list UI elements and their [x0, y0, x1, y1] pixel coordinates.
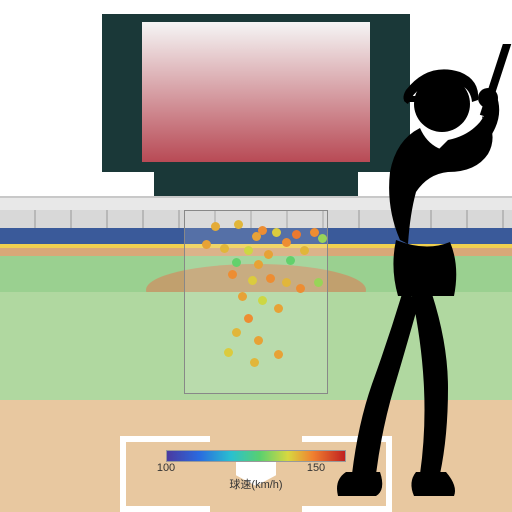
pitch-dot — [244, 246, 253, 255]
pitch-dot — [224, 348, 233, 357]
speed-legend: 100150 球速(km/h) — [166, 450, 346, 492]
pitch-dot — [234, 220, 243, 229]
pitch-dot — [258, 296, 267, 305]
pitch-dot — [296, 284, 305, 293]
chalk-box-left-h — [120, 436, 210, 442]
legend-label: 球速(km/h) — [166, 476, 346, 492]
pitch-dot — [310, 228, 319, 237]
pitch-dot — [220, 244, 229, 253]
pitch-dot — [282, 238, 291, 247]
pitch-dot — [272, 228, 281, 237]
pitch-dot — [266, 274, 275, 283]
batter-silhouette — [336, 44, 512, 504]
pitch-dot — [254, 336, 263, 345]
pitch-dot — [211, 222, 220, 231]
legend-colorbar — [166, 450, 346, 462]
pitch-dot — [300, 246, 309, 255]
pitch-dot — [292, 230, 301, 239]
pitch-dot — [252, 232, 261, 241]
chalk-box-right-top — [302, 506, 392, 512]
pitch-dot — [254, 260, 263, 269]
pitch-dot — [274, 350, 283, 359]
legend-tick: 150 — [307, 462, 325, 474]
legend-tick: 100 — [157, 462, 175, 474]
pitch-dot — [314, 278, 323, 287]
chalk-box-left-top — [120, 506, 210, 512]
pitch-dot — [232, 328, 241, 337]
pitch-dot — [250, 358, 259, 367]
pitch-dot — [232, 258, 241, 267]
pitch-dot — [274, 304, 283, 313]
legend-ticks: 100150 — [166, 462, 346, 476]
pitch-dot — [282, 278, 291, 287]
pitch-dot — [244, 314, 253, 323]
pitch-dot — [318, 234, 327, 243]
pitch-dot — [286, 256, 295, 265]
pitch-dot — [228, 270, 237, 279]
stage: 100150 球速(km/h) — [0, 0, 512, 512]
pitch-dot — [264, 250, 273, 259]
chalk-box-left-v — [120, 436, 126, 512]
pitch-dot — [202, 240, 211, 249]
pitch-dot — [238, 292, 247, 301]
pitch-dot — [248, 276, 257, 285]
